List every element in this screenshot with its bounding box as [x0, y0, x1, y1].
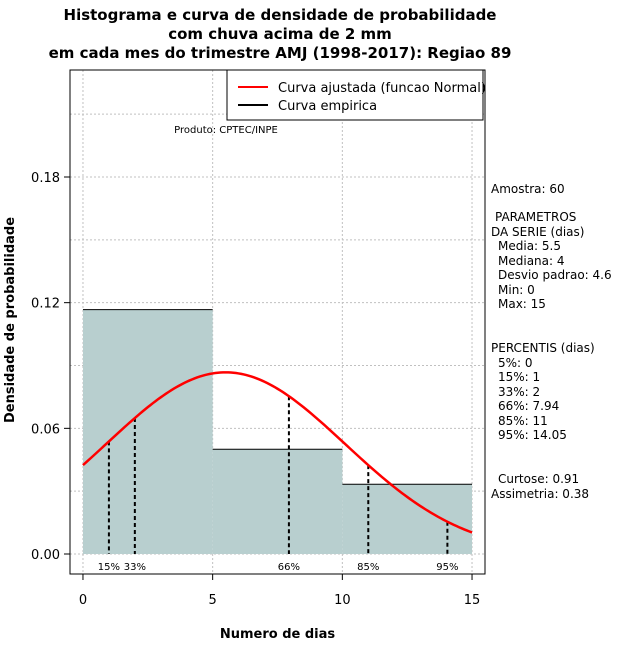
- percentile-85: 85%: 11: [498, 413, 548, 428]
- percentile-lines: 15% 33% 66% 85% 95%: [98, 396, 459, 573]
- product-annotation: Produto: CPTEC/INPE: [174, 125, 278, 136]
- percentile-label-0: 15%: [98, 562, 120, 573]
- title-line-3: em cada mes do trimestre AMJ (1998-2017)…: [48, 44, 512, 62]
- x-tick-label-2: 10: [334, 593, 351, 608]
- title-line-1: Histograma e curva de densidade de proba…: [63, 6, 497, 24]
- histogram-bar-0: [82, 309, 213, 554]
- y-tick-label-0: 0.00: [31, 548, 60, 563]
- legend-box: [226, 69, 484, 121]
- percentis-title: PERCENTIS (dias): [491, 341, 595, 355]
- percentile-label-1: 33%: [124, 562, 146, 573]
- y-tick-label-2: 0.12: [31, 297, 60, 312]
- legend: Curva ajustada (funcao Normal) Curva emp…: [226, 69, 486, 121]
- param-max: Max: 15: [498, 297, 546, 311]
- stats-percentiles: PERCENTIS (dias) 5%: 0 15%: 1 33%: 2 66%…: [491, 341, 595, 443]
- normal-curve: [82, 371, 473, 534]
- stats-shape: Curtose: 0.91 Assimetria: 0.38: [491, 472, 589, 501]
- histogram-bar-2: [342, 484, 473, 554]
- percentile-66: 66%: 7.94: [498, 399, 560, 413]
- skewness: Assimetria: 0.38: [491, 486, 590, 501]
- param-title-1: PARAMETROS: [495, 210, 577, 224]
- kurtosis: Curtose: 0.91: [498, 472, 580, 486]
- x-tick-label-1: 5: [209, 593, 217, 608]
- y-tick-label-1: 0.06: [31, 422, 60, 437]
- legend-label-normal: Curva ajustada (funcao Normal): [278, 81, 486, 96]
- percentile-label-2: 66%: [278, 562, 300, 573]
- axes: 0 5 10 15 0.00 0.06 0.12 0.18: [31, 171, 480, 608]
- stats-sample: Amostra: 60: [491, 182, 565, 197]
- y-axis-label: Densidade de probabilidade: [3, 217, 18, 423]
- percentile-33: 33%: 2: [498, 384, 541, 399]
- percentile-label-4: 95%: [436, 562, 458, 573]
- y-tick-label-3: 0.18: [31, 171, 60, 186]
- param-mean: Media: 5.5: [498, 239, 561, 253]
- param-min: Min: 0: [498, 282, 535, 297]
- x-tick-label-3: 15: [464, 593, 481, 608]
- param-median: Mediana: 4: [498, 253, 565, 268]
- percentile-95: 95%: 14.05: [498, 428, 567, 442]
- percentile-15: 15%: 1: [498, 370, 541, 384]
- sample-size: Amostra: 60: [491, 182, 565, 196]
- legend-label-empirical: Curva empirica: [278, 99, 377, 114]
- x-axis-label: Numero de dias: [220, 627, 336, 642]
- histogram-bars: [82, 309, 473, 554]
- x-tick-label-0: 0: [79, 593, 87, 608]
- histogram-bar-1: [212, 449, 343, 554]
- title-line-2: com chuva acima de 2 mm: [168, 25, 392, 43]
- param-stddev: Desvio padrao: 4.6: [498, 268, 612, 282]
- param-title-2: DA SERIE (dias): [491, 224, 585, 239]
- chart-title: Histograma e curva de densidade de proba…: [0, 6, 560, 63]
- stats-parameters: PARAMETROS DA SERIE (dias) Media: 5.5 Me…: [491, 210, 612, 312]
- percentile-label-3: 85%: [357, 562, 379, 573]
- percentile-5: 5%: 0: [498, 355, 533, 370]
